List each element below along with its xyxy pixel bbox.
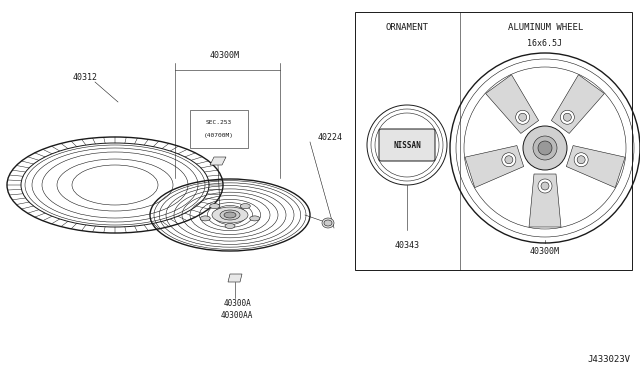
Text: 40224: 40224	[318, 134, 343, 142]
Circle shape	[541, 182, 549, 190]
Text: 40343: 40343	[394, 241, 419, 250]
Bar	[355, 12, 632, 270]
Ellipse shape	[224, 212, 236, 218]
Circle shape	[563, 113, 572, 121]
Ellipse shape	[220, 210, 240, 220]
Circle shape	[518, 113, 527, 121]
Circle shape	[577, 156, 585, 164]
Polygon shape	[529, 174, 561, 227]
Circle shape	[516, 110, 530, 124]
Ellipse shape	[210, 203, 220, 209]
Text: 40300AA: 40300AA	[221, 311, 253, 320]
Ellipse shape	[212, 207, 248, 223]
Polygon shape	[486, 75, 539, 134]
Polygon shape	[228, 274, 242, 282]
Ellipse shape	[225, 224, 235, 228]
Text: 40312: 40312	[72, 74, 97, 83]
Circle shape	[533, 136, 557, 160]
Ellipse shape	[200, 216, 211, 221]
Circle shape	[464, 67, 626, 229]
Ellipse shape	[250, 216, 260, 221]
Ellipse shape	[240, 203, 250, 209]
Ellipse shape	[324, 220, 332, 226]
Polygon shape	[552, 75, 604, 134]
Circle shape	[505, 156, 513, 164]
Bar	[190, 110, 248, 148]
Circle shape	[523, 126, 567, 170]
Text: NISSAN: NISSAN	[393, 141, 421, 150]
Text: 40300M: 40300M	[210, 51, 240, 60]
FancyBboxPatch shape	[379, 129, 435, 161]
Text: 40300M: 40300M	[530, 247, 560, 257]
Circle shape	[502, 153, 516, 167]
Text: (40700M): (40700M)	[204, 134, 234, 138]
Text: SEC.253: SEC.253	[206, 121, 232, 125]
Text: 40300A: 40300A	[223, 298, 251, 308]
Ellipse shape	[322, 218, 334, 228]
Text: 16x6.5J: 16x6.5J	[527, 39, 563, 48]
Text: J433023V: J433023V	[587, 356, 630, 365]
Text: ALUMINUM WHEEL: ALUMINUM WHEEL	[508, 23, 584, 32]
Polygon shape	[566, 145, 625, 187]
Circle shape	[561, 110, 574, 124]
Text: ORNAMENT: ORNAMENT	[386, 23, 429, 32]
Circle shape	[574, 153, 588, 167]
Polygon shape	[465, 145, 524, 187]
Circle shape	[538, 141, 552, 155]
Circle shape	[538, 179, 552, 193]
Polygon shape	[210, 157, 226, 165]
